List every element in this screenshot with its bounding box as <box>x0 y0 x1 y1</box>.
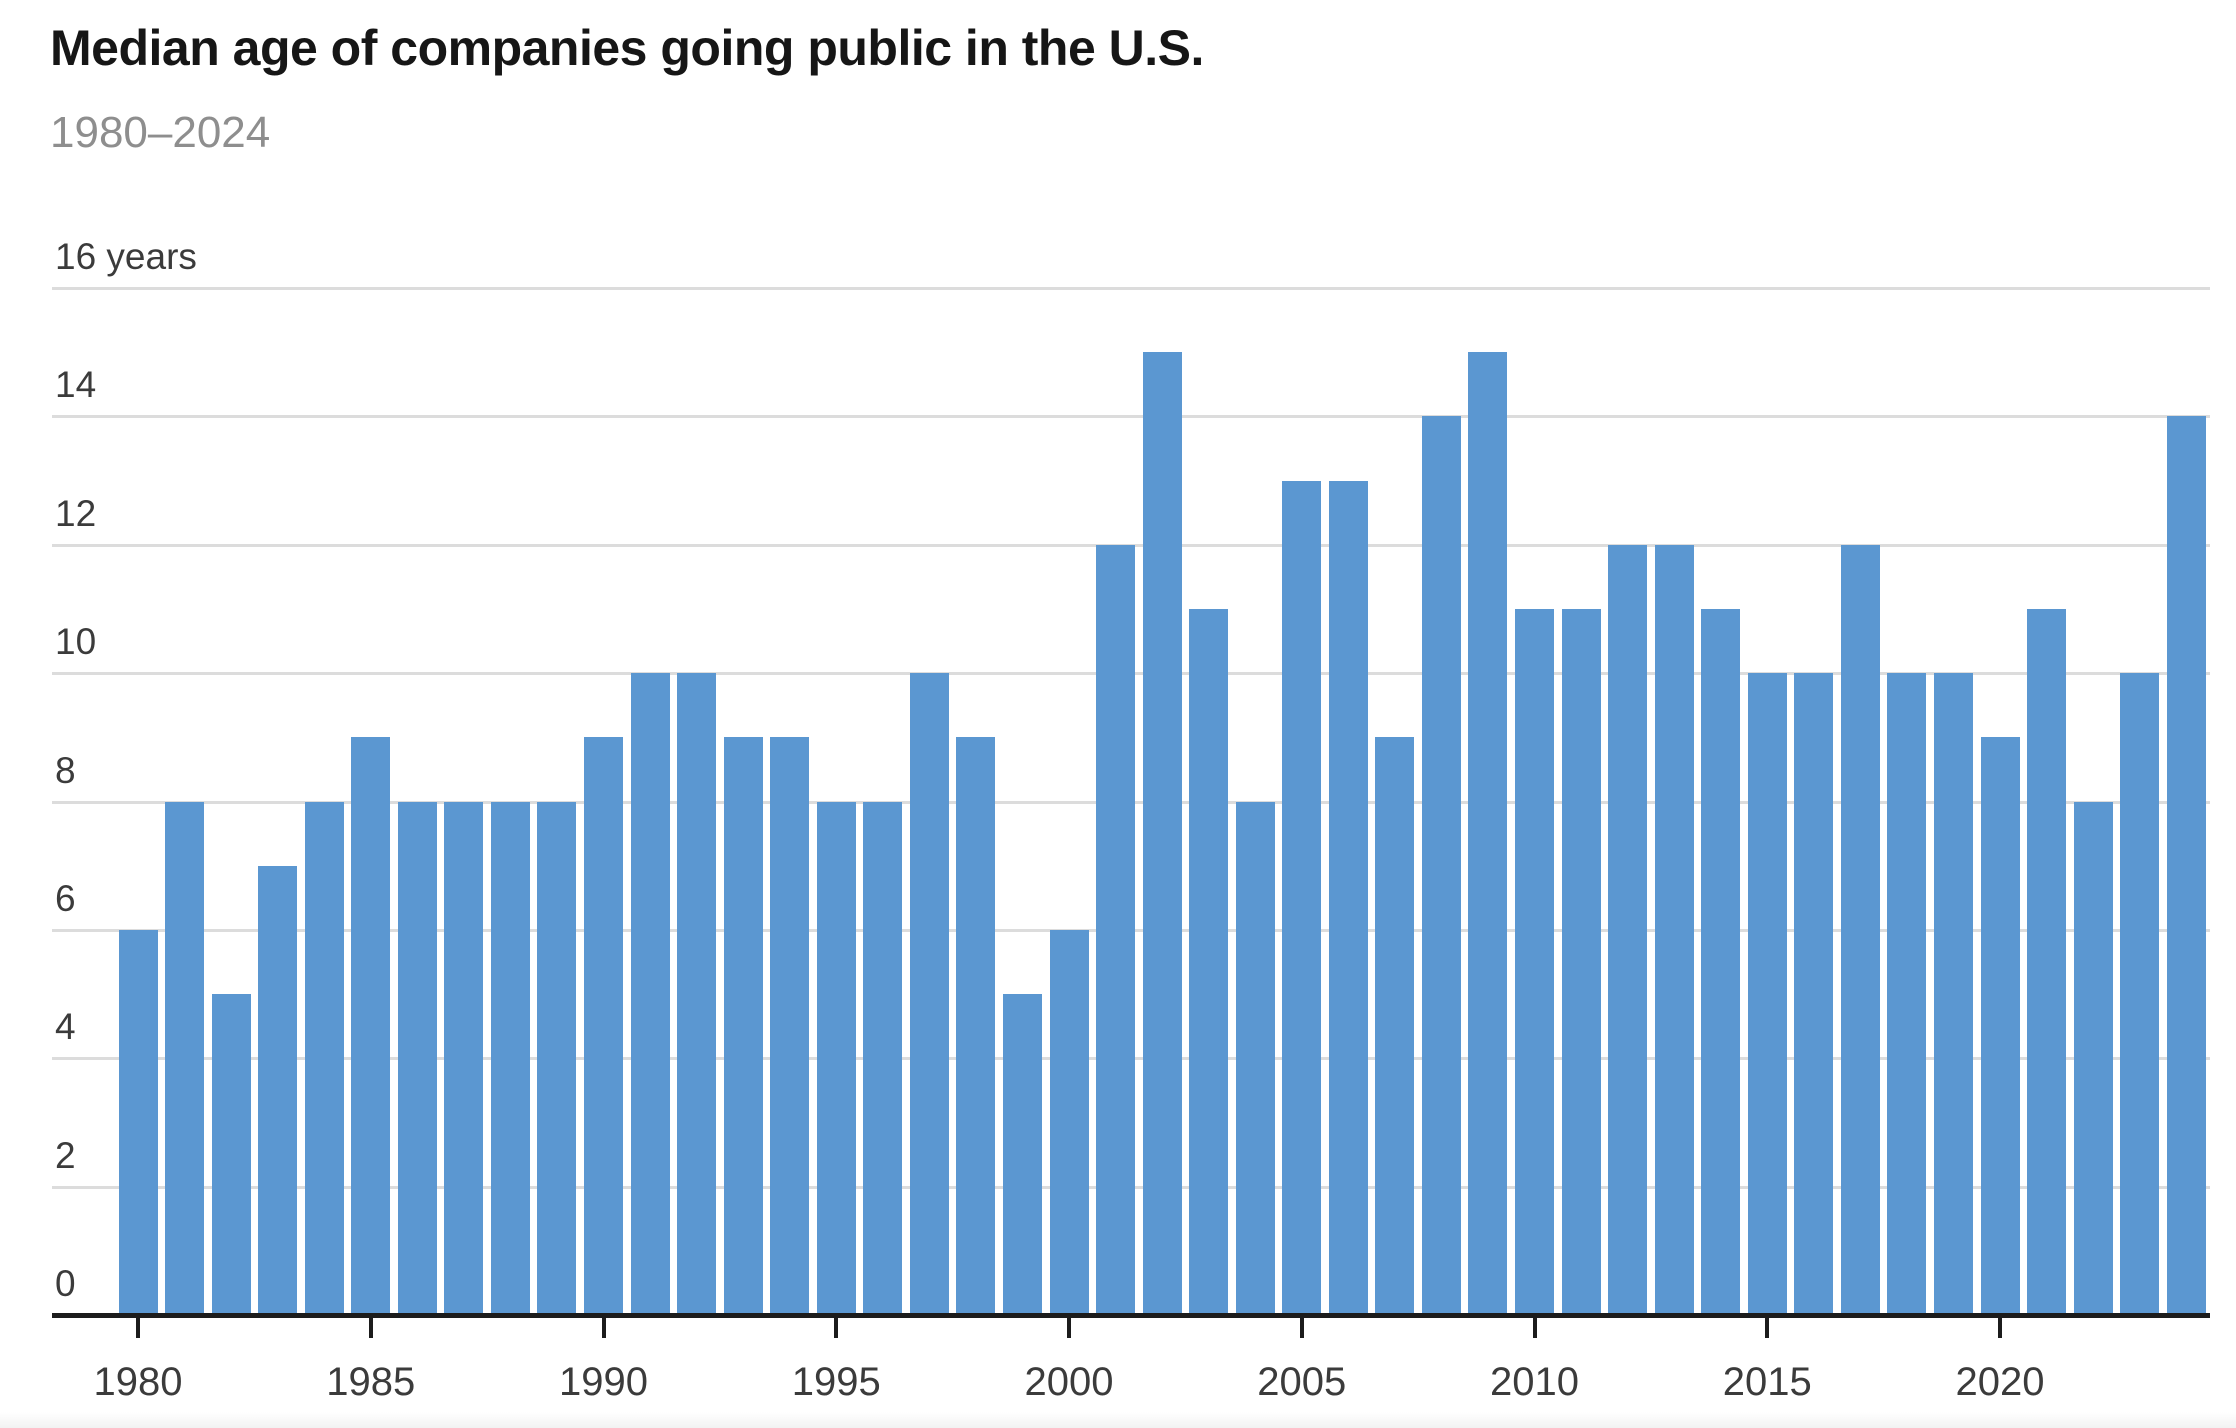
x-tick-2015 <box>1765 1318 1770 1338</box>
bar-2020 <box>1980 737 2020 1315</box>
y-axis-label-0: 0 <box>55 1263 76 1304</box>
bar-1999 <box>1002 994 1042 1315</box>
y-axis-label-16: 16 years <box>55 236 197 277</box>
bar-2012 <box>1608 544 1648 1315</box>
x-tick-2010 <box>1532 1318 1537 1338</box>
bar-2023 <box>2120 673 2160 1315</box>
gridline-16 <box>52 287 2210 290</box>
x-axis-label-2010: 2010 <box>1490 1360 1579 1404</box>
bar-1998 <box>956 737 996 1315</box>
y-axis-label-8: 8 <box>55 749 76 791</box>
bar-2024 <box>2166 416 2206 1315</box>
y-axis-label-4: 4 <box>55 1006 76 1048</box>
y-axis-label-12: 12 <box>55 492 97 534</box>
bar-1985 <box>351 737 391 1315</box>
bar-1991 <box>630 673 670 1315</box>
x-axis-line <box>52 1313 2210 1318</box>
bar-2022 <box>2073 801 2113 1315</box>
bar-2021 <box>2027 608 2067 1315</box>
x-axis-label-1985: 1985 <box>326 1360 416 1404</box>
bar-2008 <box>1421 416 1461 1315</box>
chart-subtitle: 1980–2024 <box>50 108 271 157</box>
bar-2007 <box>1375 737 1415 1315</box>
bar-2010 <box>1515 608 1554 1315</box>
bar-2002 <box>1142 352 1182 1315</box>
bar-1984 <box>304 801 344 1315</box>
bar-1986 <box>397 801 437 1315</box>
bar-2013 <box>1654 544 1694 1315</box>
x-axis-label-2020: 2020 <box>1955 1360 2045 1404</box>
x-tick-1985 <box>368 1318 373 1338</box>
bar-2019 <box>1933 673 1973 1315</box>
bar-2006 <box>1328 480 1368 1315</box>
bar-2018 <box>1887 673 1927 1315</box>
bar-1992 <box>677 673 717 1315</box>
chart-title: Median age of companies going public in … <box>50 20 1204 76</box>
bar-2015 <box>1747 673 1787 1315</box>
bar-2000 <box>1049 929 1089 1315</box>
bar-1988 <box>490 801 530 1315</box>
bar-2016 <box>1794 673 1834 1315</box>
y-axis-label-6: 6 <box>55 877 76 919</box>
bar-1989 <box>537 801 577 1315</box>
x-tick-1990 <box>601 1318 606 1338</box>
bar-2005 <box>1282 480 1322 1315</box>
x-tick-2020 <box>1998 1318 2002 1338</box>
bar-1981 <box>165 801 205 1315</box>
bar-1980 <box>118 929 158 1315</box>
y-axis-label-10: 10 <box>55 621 97 663</box>
bar-2014 <box>1701 608 1741 1315</box>
bar-1994 <box>770 737 810 1315</box>
bar-2004 <box>1235 801 1275 1315</box>
bar-2009 <box>1468 352 1508 1315</box>
bar-1996 <box>863 801 903 1315</box>
x-tick-2000 <box>1067 1318 1071 1338</box>
x-tick-1980 <box>136 1318 140 1338</box>
bar-1990 <box>584 737 623 1315</box>
x-axis-label-1980: 1980 <box>93 1360 183 1404</box>
bar-1983 <box>258 865 298 1315</box>
bar-1997 <box>909 673 949 1315</box>
x-axis-label-2000: 2000 <box>1024 1360 1114 1404</box>
x-tick-1995 <box>834 1318 839 1338</box>
gridline-14 <box>52 415 2210 419</box>
x-axis-label-1995: 1995 <box>791 1360 881 1404</box>
x-axis-label-1990: 1990 <box>559 1360 648 1404</box>
bar-1982 <box>211 994 251 1315</box>
bar-2011 <box>1561 608 1601 1315</box>
x-tick-2005 <box>1299 1318 1304 1338</box>
bar-2003 <box>1189 608 1229 1315</box>
x-axis-label-2015: 2015 <box>1722 1360 1812 1404</box>
bar-2017 <box>1840 544 1880 1315</box>
x-axis-label-2005: 2005 <box>1257 1360 1347 1404</box>
bar-2001 <box>1096 544 1136 1315</box>
y-axis-label-14: 14 <box>55 364 97 406</box>
bar-1995 <box>816 801 856 1315</box>
bar-1987 <box>444 801 484 1315</box>
y-axis-label-2: 2 <box>55 1134 76 1176</box>
bar-1993 <box>723 737 763 1315</box>
